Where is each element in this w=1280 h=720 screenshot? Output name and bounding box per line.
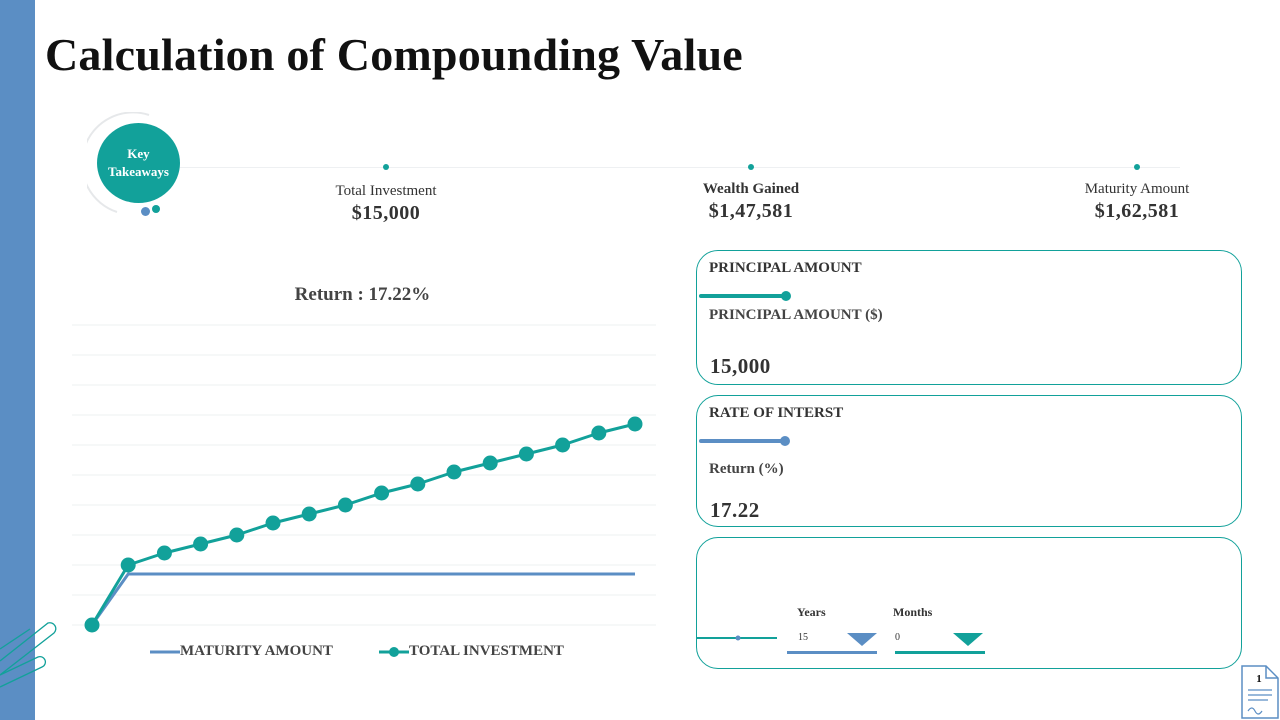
stat-value: $15,000 <box>351 202 421 224</box>
timeline-dot <box>748 164 754 170</box>
data-point <box>301 506 317 522</box>
years-underline <box>787 651 877 654</box>
data-point <box>337 497 353 513</box>
rate-slider-knob[interactable] <box>780 436 790 446</box>
timeline-dot <box>1134 164 1140 170</box>
chart-title: Return : 17.22% <box>294 284 431 305</box>
key-takeaways-dot-blue <box>141 207 150 216</box>
decorative-lines <box>0 622 57 688</box>
rate-of-interest-card: RATE OF INTERST Return (%) 17.22 <box>696 395 1242 527</box>
data-point <box>410 476 426 492</box>
data-point <box>193 536 209 552</box>
data-point <box>229 527 245 543</box>
stat-label: Wealth Gained <box>702 181 800 197</box>
stat-wealth-gained: Wealth Gained $1,47,581 <box>671 181 831 223</box>
legend-label: TOTAL INVESTMENT <box>409 643 564 659</box>
legend-label: MATURITY AMOUNT <box>180 643 333 659</box>
legend-line-maturity <box>150 650 180 653</box>
chart-grid <box>72 324 656 626</box>
stat-total-investment: Total Investment $15,000 <box>296 183 476 225</box>
months-select[interactable]: 0 <box>895 632 985 654</box>
stat-value: $1,47,581 <box>708 200 794 222</box>
data-point <box>482 455 498 471</box>
stat-maturity-amount: Maturity Amount $1,62,581 <box>1052 181 1222 223</box>
timeline-line <box>180 167 1180 168</box>
data-point <box>446 464 462 480</box>
principal-slider[interactable] <box>699 294 785 298</box>
data-point <box>374 485 390 501</box>
key-takeaways-badge: Key Takeaways <box>97 123 180 203</box>
data-point <box>120 557 136 573</box>
timeline-dot <box>383 164 389 170</box>
chart-series <box>84 416 643 633</box>
principal-slider-knob[interactable] <box>781 291 791 301</box>
page-title: Calculation of Compounding Value <box>45 29 743 80</box>
data-point <box>518 446 534 462</box>
rate-heading: RATE OF INTERST <box>709 405 844 421</box>
years-select[interactable]: 15 <box>787 632 877 654</box>
rate-field-label: Return (%) <box>709 461 784 477</box>
data-point <box>84 617 100 633</box>
years-value: 15 <box>798 632 808 643</box>
years-label: Years <box>797 605 826 619</box>
key-takeaways-dot-teal <box>152 205 160 213</box>
tenure-slider[interactable] <box>697 633 779 643</box>
data-point <box>156 545 172 561</box>
data-point <box>591 425 607 441</box>
rate-value[interactable]: 17.22 <box>710 498 760 522</box>
months-label: Months <box>893 605 933 619</box>
stat-value: $1,62,581 <box>1094 200 1180 222</box>
series-line-1 <box>90 422 636 626</box>
data-point <box>555 437 571 453</box>
stat-label: Maturity Amount <box>1084 181 1190 197</box>
chevron-down-icon[interactable] <box>953 633 983 646</box>
principal-field-label: PRINCIPAL AMOUNT ($) <box>709 307 883 323</box>
series-line-0 <box>90 572 635 626</box>
principal-heading: PRINCIPAL AMOUNT <box>709 260 862 276</box>
legend-item-maturity: MATURITY AMOUNT <box>150 643 333 660</box>
data-point <box>265 515 281 531</box>
tenure-card: Years 15 Months 0 <box>696 537 1242 669</box>
months-underline <box>895 651 985 654</box>
document-icon <box>1241 665 1279 719</box>
left-accent-band <box>0 0 35 720</box>
key-takeaways-label: Key Takeaways <box>108 146 169 179</box>
months-value: 0 <box>895 632 900 643</box>
principal-amount-card: PRINCIPAL AMOUNT PRINCIPAL AMOUNT ($) 15… <box>696 250 1242 385</box>
page-number: 1 <box>1256 673 1262 685</box>
stat-label: Total Investment <box>335 183 437 199</box>
legend-item-total-investment: TOTAL INVESTMENT <box>379 643 564 660</box>
rate-slider[interactable] <box>699 439 785 443</box>
key-takeaways-ring <box>87 112 150 213</box>
chevron-down-icon[interactable] <box>847 633 877 646</box>
principal-value[interactable]: 15,000 <box>710 354 771 378</box>
data-point <box>627 416 643 432</box>
line-chart <box>72 324 656 633</box>
legend-line-total-investment <box>379 646 409 657</box>
